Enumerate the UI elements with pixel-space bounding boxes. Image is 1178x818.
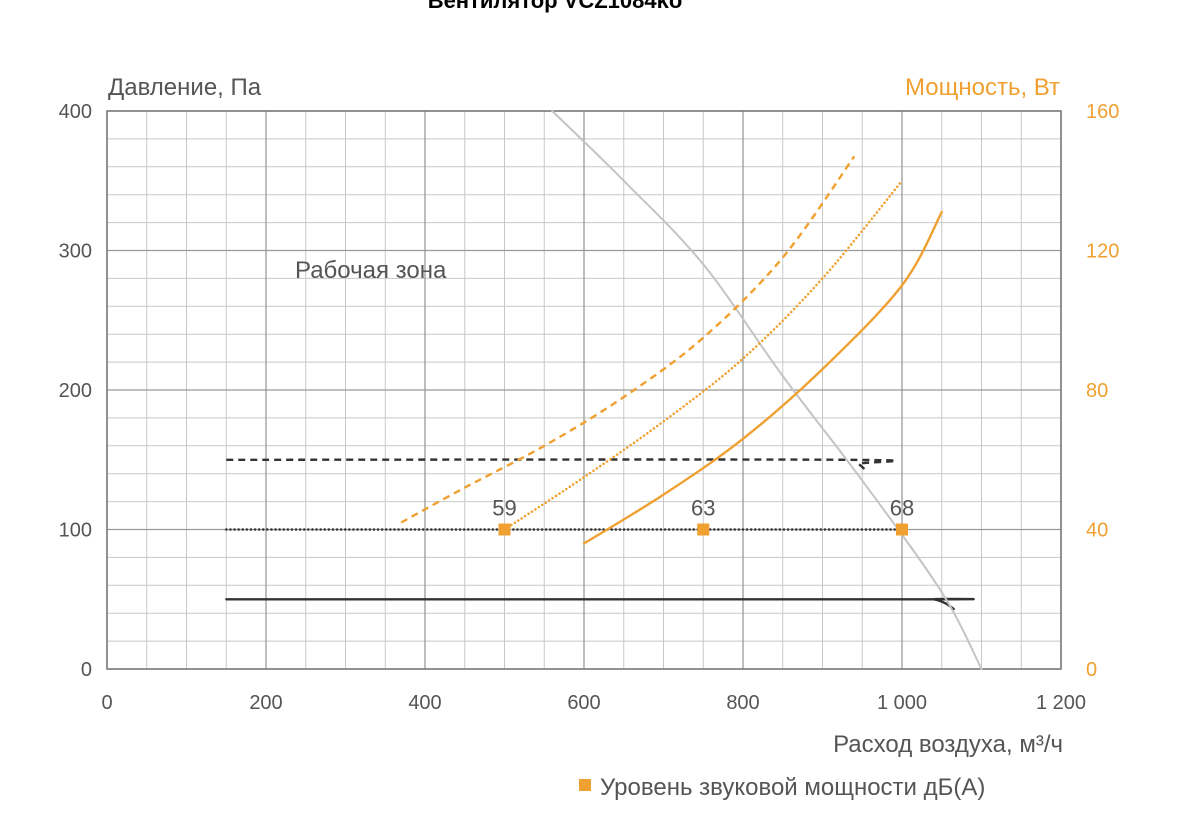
series-line-4-left-solid xyxy=(551,110,983,670)
x-tick-label: 600 xyxy=(567,692,600,714)
series-line-7-right-dashed xyxy=(400,155,856,524)
sound-level-label: 68 xyxy=(890,496,914,521)
series-line-3-left-dashed xyxy=(226,458,897,472)
sound-level-marker xyxy=(697,523,710,536)
sound-markers: 59 63 68 xyxy=(492,496,914,536)
x-tick-label: 400 xyxy=(408,692,441,714)
right-y-tick-label: 160 xyxy=(1086,101,1119,123)
left-y-tick-label: 100 xyxy=(59,520,92,542)
plot-frame xyxy=(106,110,1062,670)
left-axis-title: Давление, Па xyxy=(108,74,262,101)
x-tick-label: 0 xyxy=(101,692,112,714)
legend-label: Уровень звуковой мощности дБ(А) xyxy=(600,774,985,801)
sound-level-label: 63 xyxy=(691,496,715,521)
x-axis-title: Расход воздуха, м³/ч xyxy=(833,731,1063,758)
sound-level-marker xyxy=(498,523,511,536)
x-tick-label: 800 xyxy=(726,692,759,714)
left-y-tick-label: 200 xyxy=(59,380,92,402)
x-tick-label: 1 200 xyxy=(1036,692,1086,714)
legend-marker-icon xyxy=(579,779,591,791)
sound-level-marker xyxy=(896,523,908,536)
left-y-tick-label: 0 xyxy=(81,659,92,681)
right-y-tick-label: 120 xyxy=(1086,241,1119,263)
right-axis-title: Мощность, Вт xyxy=(905,74,1060,101)
x-tick-label: 1 000 xyxy=(877,692,927,714)
series-group xyxy=(225,110,983,670)
grid xyxy=(106,110,1062,670)
x-tick-label: 200 xyxy=(249,692,282,714)
working-zone-label: Рабочая зона xyxy=(295,257,447,284)
axes: 0 200 400 600 800 1 000 1 20001002003004000408… xyxy=(59,101,1120,714)
right-y-tick-label: 40 xyxy=(1086,520,1108,542)
chart-title: Вентилятор VCZ1084ko xyxy=(428,0,683,13)
right-y-tick-label: 0 xyxy=(1086,659,1097,681)
left-y-tick-label: 300 xyxy=(59,241,92,263)
series-line-1-left-solid xyxy=(225,597,975,611)
series-line-5-right-solid xyxy=(582,210,943,545)
sound-level-label: 59 xyxy=(492,496,516,521)
right-y-tick-label: 80 xyxy=(1086,380,1108,402)
left-y-tick-label: 400 xyxy=(59,101,92,123)
